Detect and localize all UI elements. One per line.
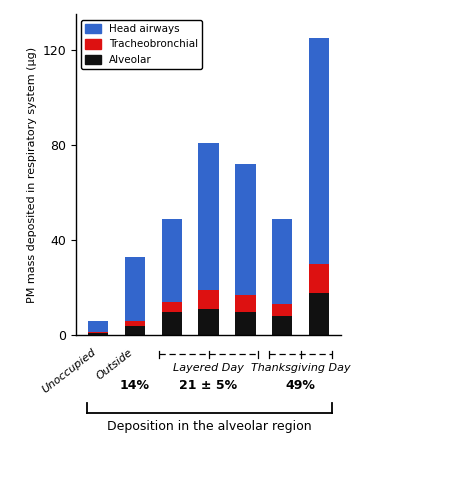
Text: 21 ± 5%: 21 ± 5% — [180, 379, 237, 392]
Legend: Head airways, Tracheobronchial, Alveolar: Head airways, Tracheobronchial, Alveolar — [81, 20, 202, 69]
Bar — [199, 309, 219, 335]
Text: Deposition in the alveolar region: Deposition in the alveolar region — [107, 420, 312, 433]
Text: 49%: 49% — [286, 379, 316, 392]
Bar — [162, 219, 182, 302]
Bar — [272, 304, 292, 316]
Text: Unoccupied: Unoccupied — [40, 347, 98, 395]
Bar — [88, 333, 108, 335]
Bar — [309, 293, 329, 335]
Bar — [162, 302, 182, 311]
Text: 14%: 14% — [120, 379, 150, 392]
Bar — [199, 290, 219, 309]
Bar — [235, 164, 255, 295]
Bar — [125, 321, 145, 326]
Y-axis label: PM mass deposited in respiratory system (μg): PM mass deposited in respiratory system … — [27, 47, 37, 303]
Bar — [88, 321, 108, 332]
Bar — [125, 326, 145, 335]
Bar — [309, 264, 329, 293]
Bar — [88, 332, 108, 333]
Bar — [272, 219, 292, 304]
Bar — [309, 38, 329, 264]
Bar — [235, 295, 255, 311]
Bar — [235, 311, 255, 335]
Bar — [199, 143, 219, 290]
Bar — [125, 257, 145, 321]
Bar — [162, 311, 182, 335]
Text: Layered Day: Layered Day — [173, 363, 244, 373]
Text: Thanksgiving Day: Thanksgiving Day — [251, 363, 351, 373]
Text: Outside: Outside — [95, 347, 135, 382]
Bar — [272, 316, 292, 335]
